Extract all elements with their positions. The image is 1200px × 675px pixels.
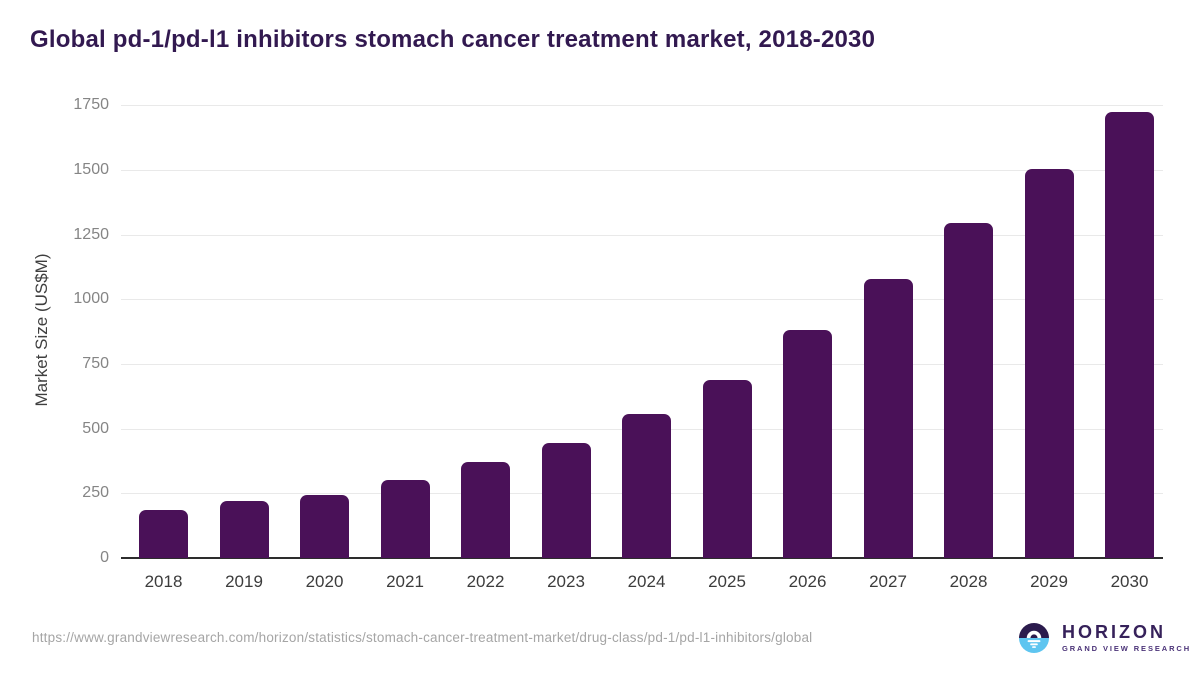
y-tick-label-1250: 1250 (73, 225, 109, 243)
x-tick-label-2024: 2024 (627, 572, 666, 591)
bar-2027 (863, 278, 913, 558)
y-tick-label-1500: 1500 (73, 160, 109, 178)
horizon-sunrise-icon (1019, 623, 1049, 653)
y-tick-label-250: 250 (82, 484, 109, 502)
bar-2029 (1024, 168, 1074, 558)
gridline-750 (121, 363, 1163, 365)
x-tick-label-2023: 2023 (547, 572, 585, 591)
y-tick-label-750: 750 (82, 354, 109, 372)
horizon-logo-text-block: HORIZON GRAND VIEW RESEARCH (1062, 623, 1191, 653)
bar-2030 (1105, 111, 1154, 558)
bar-2028 (944, 223, 993, 558)
y-tick-label-1750: 1750 (73, 96, 109, 114)
y-axis-title: Market Size (US$M) (32, 253, 51, 407)
gridline-1250 (121, 234, 1163, 236)
x-axis-line (121, 557, 1163, 559)
horizon-logo: HORIZON GRAND VIEW RESEARCH (1019, 623, 1191, 653)
horizon-logo-subtitle: GRAND VIEW RESEARCH (1062, 644, 1192, 653)
x-tick-label-2026: 2026 (788, 572, 827, 591)
bar-2024 (622, 414, 671, 558)
y-tick-label-500: 500 (82, 419, 109, 437)
x-tick-label-2027: 2027 (869, 572, 907, 591)
bar-2021 (380, 480, 430, 558)
bar-2018 (139, 510, 188, 558)
y-tick-label-0: 0 (100, 549, 109, 566)
x-tick-label-2019: 2019 (225, 572, 263, 591)
x-tick-label-2028: 2028 (949, 572, 988, 591)
gridline-1500 (121, 169, 1163, 171)
x-tick-label-2029: 2029 (1030, 572, 1068, 591)
horizon-logo-name: HORIZON (1062, 622, 1166, 642)
x-tick-label-2018: 2018 (144, 572, 183, 591)
gridline-1750 (121, 105, 1163, 107)
gridline-1000 (121, 299, 1163, 301)
page-title: Global pd-1/pd-l1 inhibitors stomach can… (30, 26, 876, 53)
x-tick-label-2022: 2022 (466, 572, 505, 591)
x-tick-label-2020: 2020 (305, 572, 344, 591)
x-tick-label-2030: 2030 (1110, 572, 1149, 591)
source-url: https://www.grandviewresearch.com/horizo… (32, 630, 813, 645)
bar-2022 (461, 462, 510, 558)
x-tick-label-2025: 2025 (708, 572, 746, 591)
bar-chart-plot-area: 0 250 500 750 1000 1250 1500 1750 2018 2019 2020 20… (73, 88, 1163, 591)
bar-2020 (300, 494, 349, 558)
bar-2019 (219, 501, 269, 558)
x-tick-label-2021: 2021 (386, 572, 424, 591)
y-tick-label-1000: 1000 (73, 290, 109, 308)
bar-2026 (783, 330, 832, 558)
bar-2025 (702, 379, 752, 558)
bar-2023 (541, 442, 591, 558)
